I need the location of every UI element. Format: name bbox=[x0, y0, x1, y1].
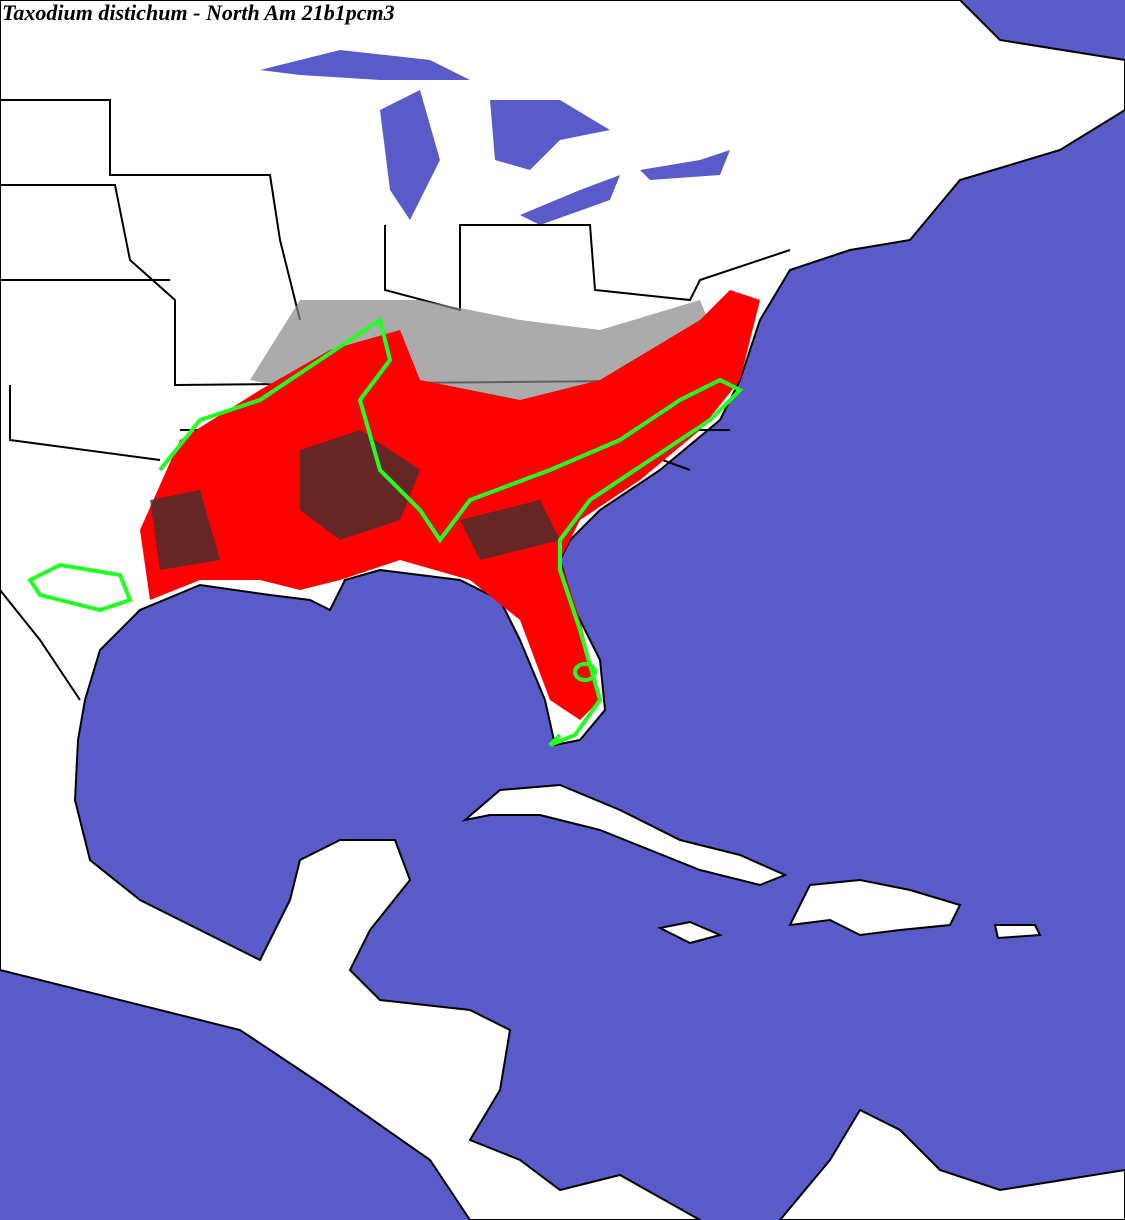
border bbox=[0, 279, 170, 461]
range-outline bbox=[573, 662, 597, 682]
lake bbox=[490, 100, 610, 170]
lake bbox=[260, 50, 470, 80]
habitat-high bbox=[140, 290, 760, 720]
lake bbox=[640, 150, 730, 180]
border bbox=[0, 99, 301, 321]
great-lakes bbox=[260, 50, 730, 225]
map-title: Taxodium distichum - North Am 21b1pcm3 bbox=[2, 0, 395, 25]
lake bbox=[380, 90, 440, 220]
border bbox=[0, 589, 81, 701]
island bbox=[788, 878, 962, 937]
habitat-dark bbox=[150, 430, 560, 570]
island bbox=[656, 920, 724, 945]
lake bbox=[520, 175, 620, 225]
land bbox=[778, 1108, 1125, 1220]
border bbox=[384, 224, 791, 312]
island bbox=[461, 783, 788, 887]
island bbox=[993, 924, 1042, 940]
range-outline bbox=[27, 316, 744, 747]
